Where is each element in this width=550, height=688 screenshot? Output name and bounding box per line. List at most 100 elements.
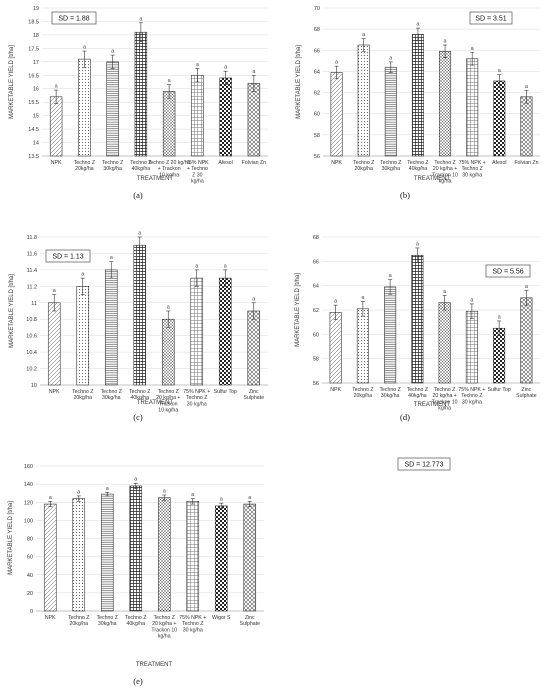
x-axis-label: TREATMENT <box>136 662 173 668</box>
x-category-line: Techno Z <box>72 389 93 395</box>
y-tick-label: 15.5 <box>28 100 39 106</box>
x-axis-label: TREATMENT <box>137 176 174 182</box>
x-category-line: Trackon <box>159 401 178 407</box>
y-axis-label: MARKETABLE YIELD [t/ha] <box>9 274 15 348</box>
significance-letter: a <box>335 60 339 66</box>
panel-label: (d) <box>400 412 410 422</box>
significance-letter: a <box>134 477 138 483</box>
significance-letter: a <box>470 297 474 303</box>
x-category-line: Techno Z <box>130 160 151 166</box>
bar <box>100 493 114 612</box>
x-category-line: Folvian Zn <box>514 160 538 166</box>
x-category-line: NPK <box>330 387 341 393</box>
x-category-line: Techno Z <box>434 387 455 393</box>
x-category-label: Techno Z 40kg/ha <box>407 160 428 172</box>
bar <box>247 310 261 386</box>
x-category-label: Afesol <box>218 160 232 166</box>
x-category-label: Techno Z 20kg/ha <box>74 160 95 172</box>
x-category-line: 75% NPK + <box>459 160 486 166</box>
x-category-line: 40kg/ha <box>408 393 427 399</box>
y-tick-label: 13.5 <box>28 154 39 160</box>
x-category-line: 10 kg/ha <box>159 172 179 178</box>
bar <box>357 44 370 157</box>
x-category-line: Zinc <box>521 387 531 393</box>
x-category-line: Sulphate <box>240 621 261 627</box>
x-category-line: Folvian Zn <box>242 160 266 166</box>
x-category-line: Techno Z <box>97 615 118 621</box>
y-tick-label: 66 <box>313 259 319 265</box>
x-category-label: Techno Z 40kg/ha <box>125 615 146 627</box>
x-category-line: 40kg/ha <box>409 166 428 172</box>
significance-letter: a <box>498 68 502 74</box>
significance-letter: a <box>443 289 447 295</box>
significance-letter: a <box>252 296 256 302</box>
x-category-line: 40kg/ha <box>131 395 150 401</box>
x-category-line: Techno Z <box>379 387 400 393</box>
bar <box>219 77 232 157</box>
sd-box <box>469 11 513 25</box>
bar <box>76 286 90 386</box>
x-category-line: 75% NPK + <box>458 387 485 393</box>
significance-letter: a <box>53 288 57 294</box>
x-category-line: NPK <box>51 160 62 166</box>
bar <box>411 34 424 157</box>
x-category-line: Zinc <box>245 615 255 621</box>
y-tick-label: 10.6 <box>26 334 37 340</box>
bar <box>439 51 452 157</box>
significance-letter: a <box>83 45 87 51</box>
bar <box>190 277 204 386</box>
significance-letter: a <box>248 495 252 501</box>
significance-letter: a <box>525 84 529 90</box>
bar <box>214 505 228 612</box>
y-axis-label: MARKETABLE YIELD [t/ha] <box>295 273 301 347</box>
significance-letter: a <box>196 62 200 68</box>
y-tick-label: 17 <box>33 60 39 66</box>
x-category-label: NPK <box>49 389 60 395</box>
bar <box>161 318 175 386</box>
y-tick-label: 68 <box>314 27 320 33</box>
x-category-line: 20 kg/ha + <box>433 166 457 172</box>
x-category-line: Techno Z <box>125 615 146 621</box>
y-tick-label: 16.5 <box>28 73 39 79</box>
x-category-line: kg/ha <box>191 179 204 185</box>
x-category-line: Techno Z <box>154 615 175 621</box>
x-category-label: Zinc Sulphate <box>244 389 265 401</box>
y-tick-label: 10.8 <box>26 317 37 323</box>
bar <box>104 269 118 386</box>
bar <box>134 31 148 157</box>
x-category-label: NPK <box>51 160 62 166</box>
bar <box>493 80 506 157</box>
x-category-label: NPK <box>331 160 342 166</box>
bar <box>243 503 257 612</box>
x-category-label: 75% NPK + Techno Z 30 kg/ha <box>179 615 206 633</box>
significance-letter: a <box>252 69 256 75</box>
x-category-label: 75% NPK + Techno Z 30 kg/ha <box>459 160 486 178</box>
x-category-line: 20 kg/ha + <box>156 395 180 401</box>
x-axis-label: TREATMENT <box>414 176 451 182</box>
panel-label: (c) <box>133 412 143 422</box>
y-tick-label: 40 <box>27 573 33 579</box>
bar <box>384 286 397 384</box>
x-category-label: Techno Z 20 kg/ha + Trackon 10 kg/ha <box>432 160 458 185</box>
significance-letter: a <box>106 486 110 492</box>
significance-letter: a <box>389 273 393 279</box>
x-category-line: NPK <box>45 615 56 621</box>
significance-letter: a <box>220 497 224 503</box>
x-category-line: 20kg/ha <box>70 621 89 627</box>
x-category-line: Techno Z 20 kg/ha <box>148 160 191 166</box>
significance-letter: a <box>81 272 85 278</box>
x-category-line: kg/ha <box>439 179 452 185</box>
x-category-line: Trackon 10 <box>432 399 458 405</box>
significance-letter: a <box>416 22 420 28</box>
panel-label: (e) <box>133 676 143 686</box>
significance-letter: a <box>416 241 420 247</box>
x-category-line: Techno Z <box>129 389 150 395</box>
x-axis-label: TREATMENT <box>137 400 174 406</box>
x-category-line: 30 kg/ha <box>183 627 203 633</box>
x-category-line: Sulfur Top <box>214 389 237 395</box>
x-category-line: 30kg/ha <box>98 621 117 627</box>
bar <box>520 297 533 384</box>
x-category-line: Techno Z <box>158 389 179 395</box>
x-category-line: Trackon 10 <box>151 627 177 633</box>
